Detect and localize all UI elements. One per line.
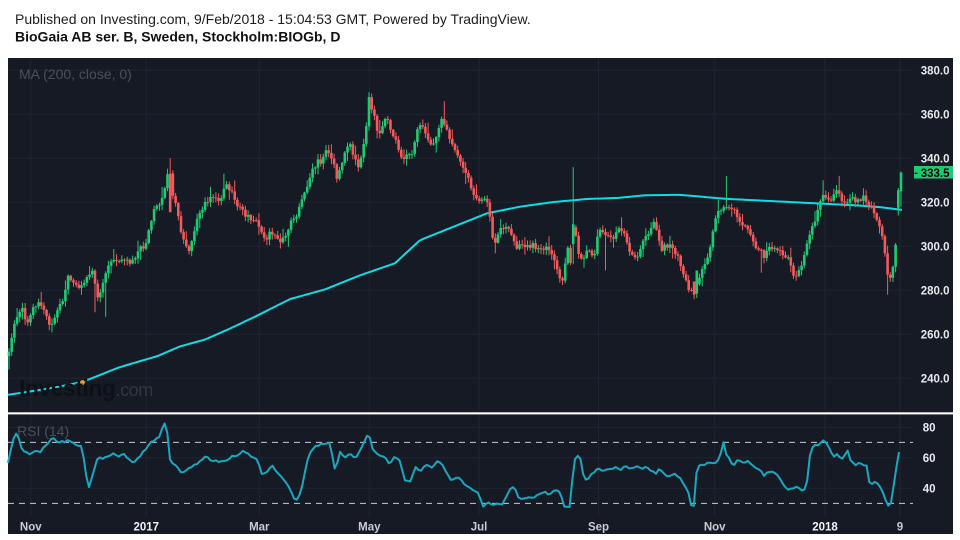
svg-text:340.0: 340.0 xyxy=(921,154,950,166)
svg-text:2018: 2018 xyxy=(812,522,838,534)
svg-text:9: 9 xyxy=(897,522,903,534)
svg-text:2017: 2017 xyxy=(134,522,160,534)
svg-text:Published on Investing.com, 9/: Published on Investing.com, 9/Feb/2018 -… xyxy=(15,11,531,27)
svg-text:300.0: 300.0 xyxy=(921,242,950,254)
svg-text:380.0: 380.0 xyxy=(921,66,950,78)
svg-text:Mar: Mar xyxy=(249,522,270,534)
svg-text:BioGaia AB ser. B, Sweden, Sto: BioGaia AB ser. B, Sweden, Stockholm:BIO… xyxy=(15,29,340,45)
svg-text:260.0: 260.0 xyxy=(921,330,950,342)
svg-text:RSI (14): RSI (14) xyxy=(17,423,69,439)
svg-text:MA (200, close, 0): MA (200, close, 0) xyxy=(19,66,132,82)
svg-text:Nov: Nov xyxy=(20,522,42,534)
svg-text:60: 60 xyxy=(923,453,936,465)
svg-text:80: 80 xyxy=(923,423,936,435)
svg-text:Investing.com: Investing.com xyxy=(19,375,153,401)
svg-text:333.5: 333.5 xyxy=(921,168,950,180)
svg-text:240.0: 240.0 xyxy=(921,374,950,386)
svg-text:280.0: 280.0 xyxy=(921,286,950,298)
svg-text:Nov: Nov xyxy=(704,522,726,534)
svg-text:40: 40 xyxy=(923,484,936,496)
svg-text:Jul: Jul xyxy=(471,522,488,534)
svg-text:360.0: 360.0 xyxy=(921,110,950,122)
svg-text:320.0: 320.0 xyxy=(921,198,950,210)
svg-text:May: May xyxy=(358,522,381,534)
svg-text:Sep: Sep xyxy=(588,522,609,534)
